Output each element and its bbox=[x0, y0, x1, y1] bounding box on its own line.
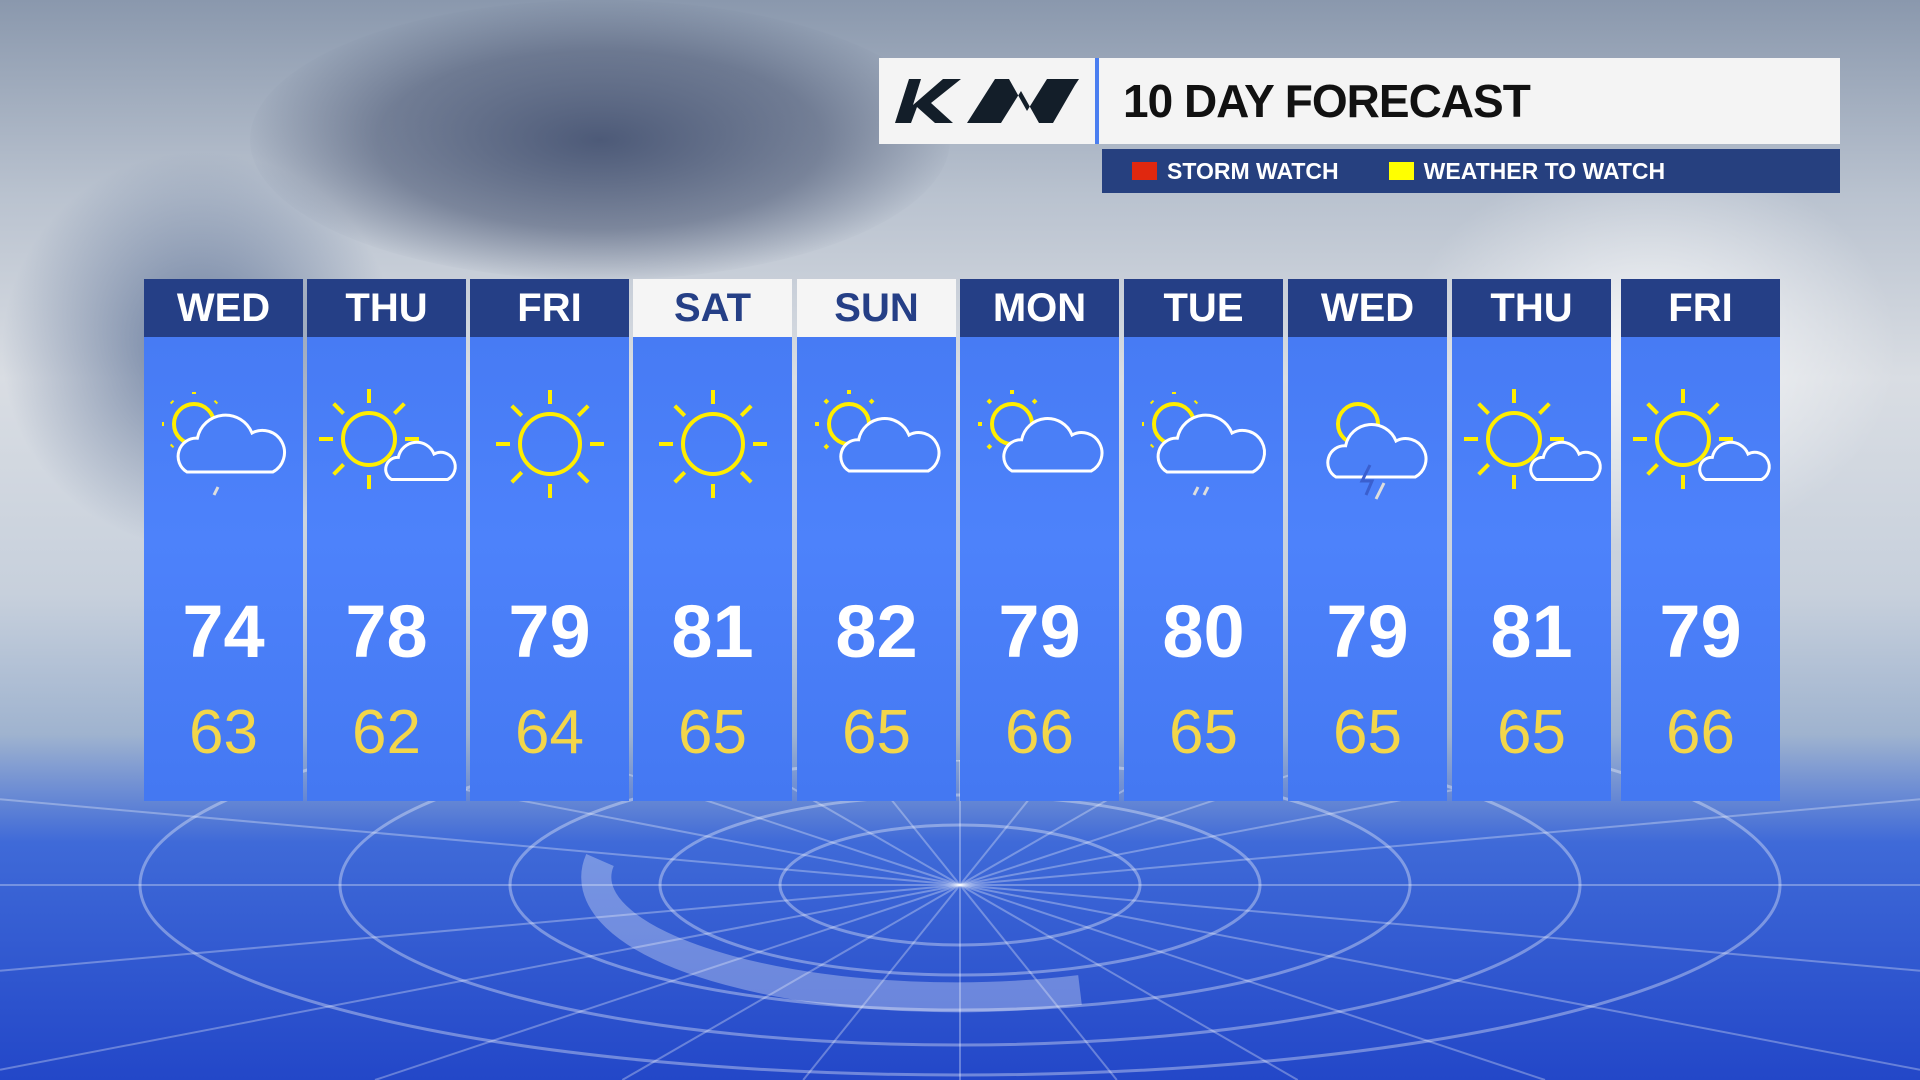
day-label: THU bbox=[1452, 279, 1611, 337]
day-label: THU bbox=[307, 279, 466, 337]
forecast-day-column: WED 79 65 bbox=[1288, 279, 1447, 801]
high-temp: 79 bbox=[1659, 590, 1742, 673]
mostly-sunny-icon bbox=[1633, 389, 1771, 489]
partly-cloudy-icon bbox=[978, 390, 1104, 473]
high-temp: 80 bbox=[1162, 590, 1245, 673]
low-temp: 66 bbox=[1005, 698, 1074, 767]
low-temp: 64 bbox=[515, 698, 584, 767]
high-temp: 79 bbox=[508, 590, 591, 673]
low-temp: 63 bbox=[189, 698, 258, 767]
forecast-day-column: THU 81 65 bbox=[1452, 279, 1611, 801]
legend-storm-watch: STORM WATCH bbox=[1132, 158, 1339, 185]
sunny-icon bbox=[496, 390, 604, 498]
swatch-yellow bbox=[1388, 162, 1414, 180]
day-label: TUE bbox=[1124, 279, 1283, 337]
high-temp: 79 bbox=[1326, 590, 1409, 673]
partly-cloudy-icon bbox=[815, 390, 941, 473]
legend: STORM WATCH WEATHER TO WATCH bbox=[1102, 149, 1840, 193]
radar-graphic bbox=[0, 760, 1920, 1080]
mostly-sunny-icon bbox=[1464, 389, 1602, 489]
forecast-header: 10 DAY FORECAST bbox=[879, 58, 1840, 144]
partly-cloudy-showers-icon bbox=[1142, 392, 1266, 496]
forecast-day-column: SAT 81 65 bbox=[633, 279, 792, 801]
low-temp: 65 bbox=[1497, 698, 1566, 767]
day-label: SUN bbox=[797, 279, 956, 337]
day-label: SAT bbox=[633, 279, 792, 337]
high-temp: 74 bbox=[182, 590, 265, 673]
thunderstorm-icon bbox=[1326, 402, 1428, 500]
high-temp: 81 bbox=[1490, 590, 1573, 673]
forecast-day-column: WED 74 63 bbox=[144, 279, 303, 801]
day-label: WED bbox=[1288, 279, 1447, 337]
forecast-day-column: FRI 79 64 bbox=[470, 279, 629, 801]
low-temp: 65 bbox=[1333, 698, 1402, 767]
background-cloud bbox=[250, 0, 950, 280]
forecast-day-column: SUN 82 65 bbox=[797, 279, 956, 801]
day-label: FRI bbox=[470, 279, 629, 337]
high-temp: 81 bbox=[671, 590, 754, 673]
low-temp: 65 bbox=[678, 698, 747, 767]
day-label: FRI bbox=[1621, 279, 1780, 337]
page-title: 10 DAY FORECAST bbox=[1123, 75, 1531, 127]
low-temp: 65 bbox=[842, 698, 911, 767]
forecast-day-column: MON 79 66 bbox=[960, 279, 1119, 801]
forecast-day-column: TUE 80 65 bbox=[1124, 279, 1283, 801]
low-temp: 65 bbox=[1169, 698, 1238, 767]
mostly-sunny-icon bbox=[319, 389, 457, 489]
sunny-icon bbox=[659, 390, 767, 498]
partly-cloudy-drizzle-icon bbox=[162, 392, 286, 496]
day-label: WED bbox=[144, 279, 303, 337]
legend-weather-to-watch: WEATHER TO WATCH bbox=[1388, 158, 1665, 185]
kia-logo bbox=[879, 58, 1099, 144]
low-temp: 66 bbox=[1666, 698, 1735, 767]
high-temp: 78 bbox=[345, 590, 428, 673]
high-temp: 79 bbox=[998, 590, 1081, 673]
forecast-day-column: FRI 79 66 bbox=[1621, 279, 1780, 801]
swatch-red bbox=[1132, 162, 1157, 180]
forecast-day-column: THU 78 62 bbox=[307, 279, 466, 801]
high-temp: 82 bbox=[835, 590, 918, 673]
day-label: MON bbox=[960, 279, 1119, 337]
low-temp: 62 bbox=[352, 698, 421, 767]
